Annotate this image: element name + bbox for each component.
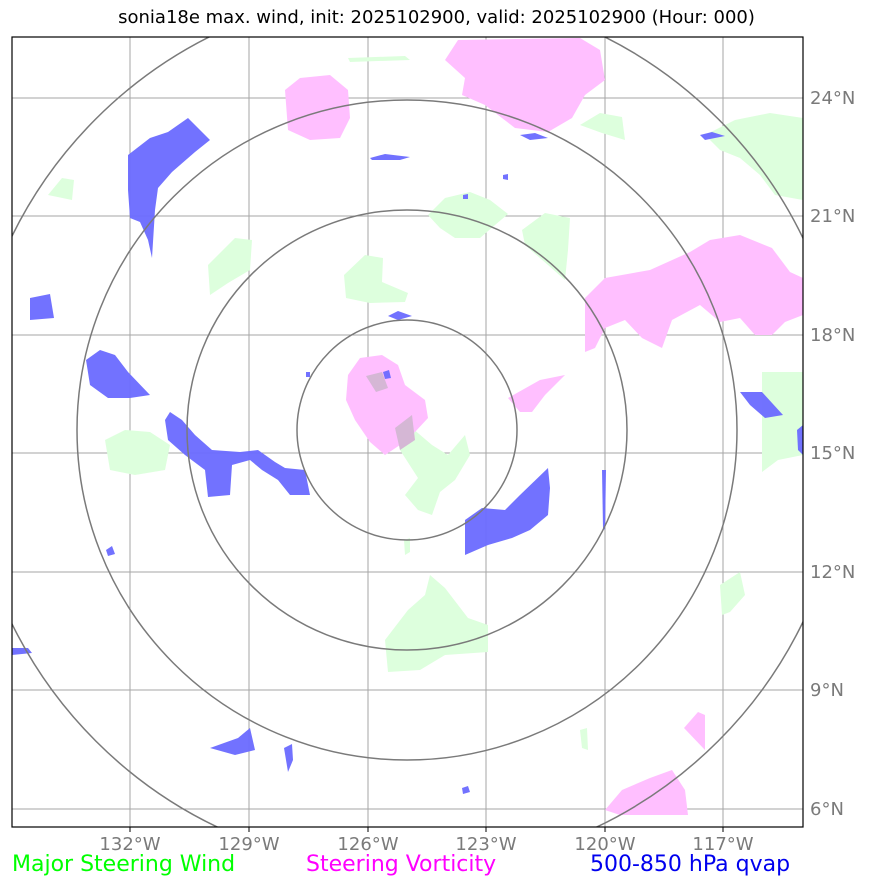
legend-qvap: 500-850 hPa qvap [590, 852, 791, 877]
lon-axis: 132°W 129°W 126°W 123°W 120°W 117°W [99, 827, 754, 855]
wind-area [522, 213, 570, 280]
range-ring [76, 99, 738, 761]
qvap-area [370, 154, 410, 160]
wind-area [208, 238, 252, 295]
wind-area [720, 572, 745, 615]
vorticity-area [285, 75, 350, 140]
wind-area [395, 420, 470, 515]
vorticity-area [684, 712, 705, 750]
wind-area [48, 178, 74, 200]
wind-area [580, 728, 588, 750]
lat-tick-label: 15°N [810, 443, 855, 464]
vorticity-area [605, 770, 688, 815]
lat-tick-label: 24°N [810, 88, 855, 109]
overlap-area [366, 372, 388, 392]
range-rings [12, 37, 803, 827]
wind-area [348, 56, 410, 62]
overlap-area [395, 415, 415, 450]
range-ring [296, 319, 518, 541]
map-frame [11, 36, 804, 828]
map-title: sonia18e max. wind, init: 2025102900, va… [118, 7, 755, 28]
lat-tick-label: 9°N [810, 680, 844, 701]
wind-area [404, 538, 410, 555]
legend-steering-vorticity: Steering Vorticity [306, 852, 497, 877]
wind-area [705, 113, 803, 200]
qvap-area [284, 744, 293, 772]
lon-tick-label: 120°W [574, 834, 635, 855]
qvap-area [465, 468, 550, 555]
qvap-area [740, 392, 783, 418]
lat-axis: 24°N 21°N 18°N 15°N 12°N 9°N 6°N [810, 88, 855, 820]
qvap-area [106, 546, 115, 556]
qvap-area [165, 412, 310, 497]
lat-tick-label: 6°N [810, 799, 844, 820]
qvap-area [520, 133, 548, 140]
qvap-area [30, 294, 54, 320]
qvap-area [306, 372, 310, 377]
qvap-area [700, 132, 725, 140]
wind-area [344, 255, 408, 303]
lon-tick-label: 132°W [99, 834, 160, 855]
qvap-area [503, 174, 508, 180]
qvap-area [128, 118, 210, 258]
overlap-areas [366, 372, 415, 450]
wind-area [385, 575, 488, 672]
lat-tick-label: 18°N [810, 325, 855, 346]
steering-vorticity-areas [285, 38, 803, 815]
qvap-areas [12, 118, 803, 794]
lat-tick-label: 21°N [810, 206, 855, 227]
vorticity-area [445, 38, 605, 132]
lon-tick-label: 129°W [218, 834, 279, 855]
qvap-area [797, 425, 803, 455]
qvap-area [383, 370, 391, 379]
qvap-area [462, 786, 470, 794]
qvap-area [86, 350, 150, 398]
qvap-area [388, 311, 412, 320]
wind-area [580, 113, 625, 140]
wind-area [428, 192, 508, 238]
legend-major-steering-wind: Major Steering Wind [12, 852, 236, 877]
vorticity-area [508, 375, 565, 412]
wind-area [105, 430, 170, 475]
lat-tick-label: 12°N [810, 562, 855, 583]
vorticity-area [585, 235, 803, 352]
range-ring [186, 209, 628, 651]
wind-area [762, 372, 803, 472]
qvap-area [210, 728, 255, 755]
lon-tick-label: 117°W [692, 834, 753, 855]
qvap-area [463, 194, 468, 199]
lon-tick-label: 126°W [337, 834, 398, 855]
steering-wind-areas [48, 56, 803, 750]
lon-tick-label: 123°W [455, 834, 516, 855]
qvap-area [602, 470, 606, 530]
